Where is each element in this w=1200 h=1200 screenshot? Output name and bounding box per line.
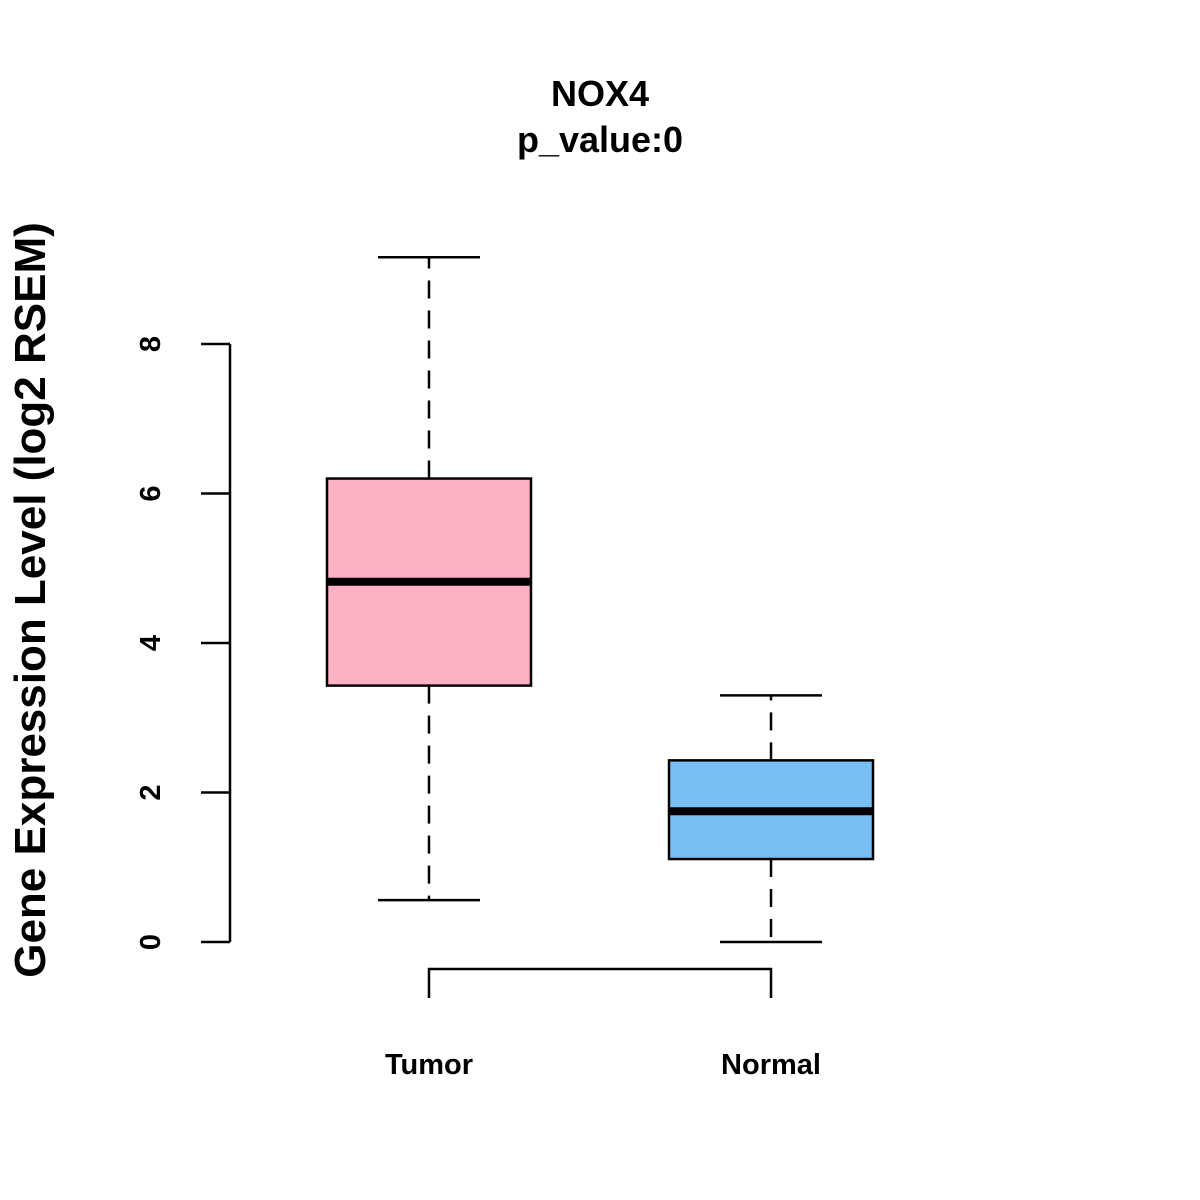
chart-subtitle: p_value:0 xyxy=(517,119,683,160)
bracket-line xyxy=(427,967,773,998)
box-tumor xyxy=(325,256,533,902)
chart-title: NOX4 xyxy=(551,73,649,114)
box-normal xyxy=(667,694,875,944)
box-series xyxy=(325,256,875,944)
y-tick-label: 0 xyxy=(135,934,167,950)
x-label-normal: Normal xyxy=(721,1049,821,1081)
x-label-tumor: Tumor xyxy=(385,1049,473,1081)
y-tick-label: 4 xyxy=(135,635,167,651)
y-tick-label: 6 xyxy=(135,485,167,501)
x-axis-labels: Tumor Normal xyxy=(385,1049,821,1081)
comparison-bracket xyxy=(427,967,773,998)
y-axis-label: Gene Expression Level (log2 RSEM) xyxy=(6,222,55,978)
y-tick-label: 2 xyxy=(135,784,167,800)
y-tick-label: 8 xyxy=(135,336,167,352)
y-axis: 0 2 4 6 8 xyxy=(135,336,232,950)
